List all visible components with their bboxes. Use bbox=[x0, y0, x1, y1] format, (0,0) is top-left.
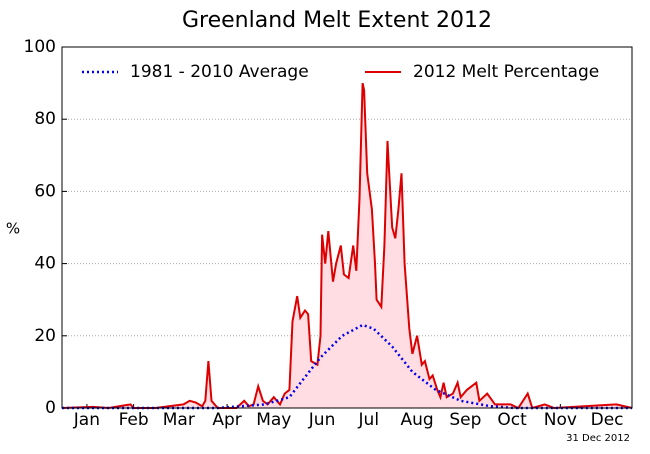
y-tick-label: 100 bbox=[24, 37, 56, 57]
x-tick-label: Jan bbox=[73, 410, 100, 430]
x-tick-label: Feb bbox=[119, 410, 149, 430]
plot-frame bbox=[61, 46, 633, 409]
y-tick-label: 60 bbox=[34, 181, 56, 201]
chart-title: Greenland Melt Extent 2012 bbox=[182, 8, 492, 33]
area bbox=[62, 83, 632, 408]
x-tick-label: Mar bbox=[163, 410, 195, 430]
legend-label: 1981 - 2010 Average bbox=[130, 62, 309, 82]
legend-label: 2012 Melt Percentage bbox=[413, 62, 599, 82]
y-axis-label: % bbox=[6, 220, 20, 238]
line bbox=[62, 323, 632, 410]
y-tick-label: 0 bbox=[45, 398, 56, 418]
y-tick-label: 40 bbox=[34, 254, 56, 274]
x-tick-label: Oct bbox=[497, 410, 527, 430]
date-note: 31 Dec 2012 bbox=[566, 433, 630, 444]
x-tick-label: Jul bbox=[358, 410, 380, 430]
y-tick-label: 20 bbox=[34, 326, 56, 346]
x-tick-label: Sep bbox=[449, 410, 481, 430]
y-tick-label: 80 bbox=[34, 109, 56, 129]
x-tick-label: Nov bbox=[544, 410, 577, 430]
x-tick-label: Dec bbox=[591, 410, 624, 430]
x-tick-label: Apr bbox=[212, 410, 241, 430]
x-tick-label: Aug bbox=[400, 410, 433, 430]
x-tick-label: May bbox=[256, 410, 291, 430]
x-tick-label: Jun bbox=[308, 410, 336, 430]
